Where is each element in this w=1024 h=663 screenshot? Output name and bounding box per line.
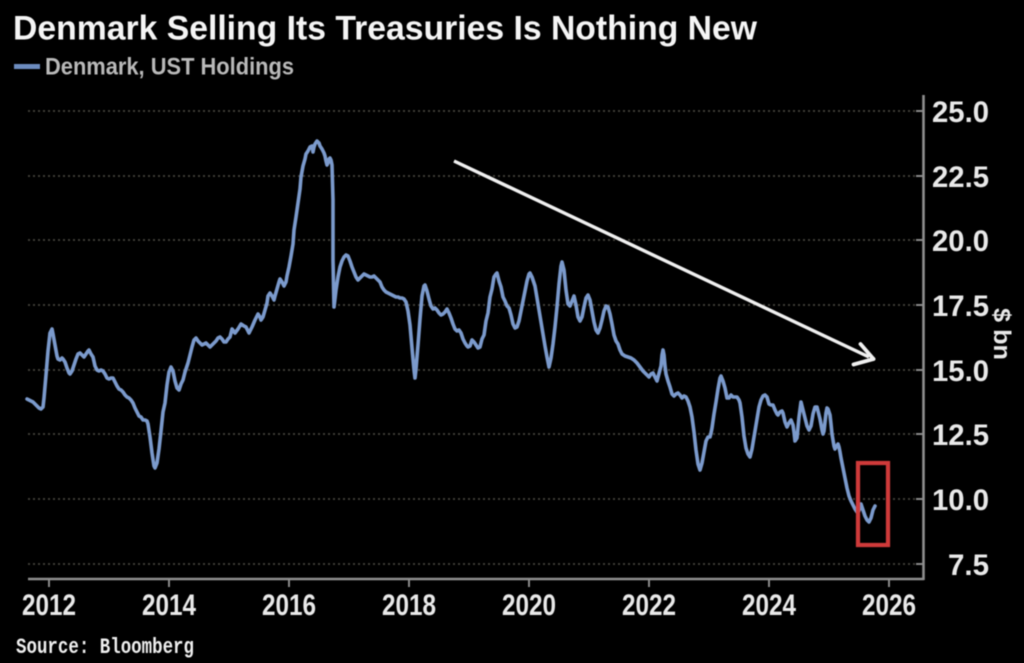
svg-text:17.5: 17.5: [932, 290, 989, 323]
svg-text:7.5: 7.5: [948, 549, 989, 582]
svg-text:2016: 2016: [262, 589, 316, 622]
svg-text:Denmark, UST Holdings: Denmark, UST Holdings: [45, 54, 294, 81]
svg-text:Denmark Selling Its Treasuries: Denmark Selling Its Treasuries Is Nothin…: [13, 10, 758, 48]
svg-text:2024: 2024: [742, 589, 796, 622]
svg-text:2014: 2014: [142, 589, 196, 622]
svg-text:2012: 2012: [22, 589, 76, 622]
svg-text:10.0: 10.0: [932, 484, 989, 517]
svg-text:25.0: 25.0: [932, 96, 989, 129]
svg-text:2020: 2020: [502, 589, 556, 622]
svg-text:Source: Bloomberg: Source: Bloomberg: [16, 635, 194, 660]
svg-text:2026: 2026: [862, 589, 916, 622]
svg-text:2022: 2022: [622, 589, 676, 622]
svg-text:20.0: 20.0: [932, 225, 989, 258]
svg-text:2018: 2018: [382, 589, 436, 622]
svg-text:15.0: 15.0: [932, 355, 989, 388]
svg-text:$ bn: $ bn: [988, 308, 1015, 360]
svg-text:12.5: 12.5: [932, 419, 989, 452]
svg-text:22.5: 22.5: [932, 161, 989, 194]
